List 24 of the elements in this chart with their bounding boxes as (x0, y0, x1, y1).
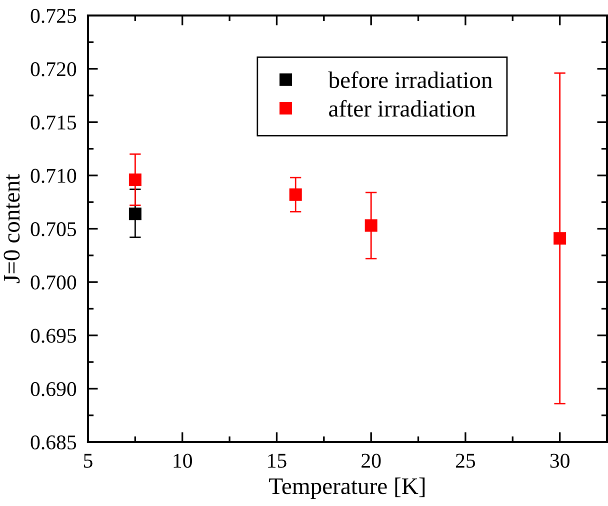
y-axis-title: J=0 content (4, 174, 20, 284)
x-tick-label: 5 (84, 454, 92, 468)
x-tick-label: 15 (268, 454, 286, 468)
y-tick-label: 0.720 (30, 62, 76, 76)
y-tick-label: 0.705 (30, 222, 76, 236)
x-tick-label: 20 (362, 454, 381, 468)
legend-label: before irradiation (328, 71, 492, 88)
x-axis-title: Temperature [K] (269, 478, 425, 499)
point (128, 173, 142, 186)
point (554, 232, 566, 245)
y-tick-label: 0.695 (30, 328, 76, 343)
y-tick-label: 0.710 (30, 168, 76, 183)
legend-label: after irradiation (329, 100, 476, 117)
x-tick-label: 25 (456, 454, 476, 468)
x-tick-label: 30 (550, 454, 570, 468)
y-tick-label: 0.690 (30, 382, 76, 396)
y-tick-label: 0.700 (30, 275, 76, 290)
y-tick-label: 0.685 (30, 435, 76, 450)
point (289, 188, 302, 201)
y-tick-label: 0.715 (30, 116, 76, 130)
y-tick-label: 0.725 (30, 8, 76, 24)
x-tick-label: 10 (174, 454, 192, 468)
point (128, 208, 142, 220)
point (364, 219, 378, 232)
